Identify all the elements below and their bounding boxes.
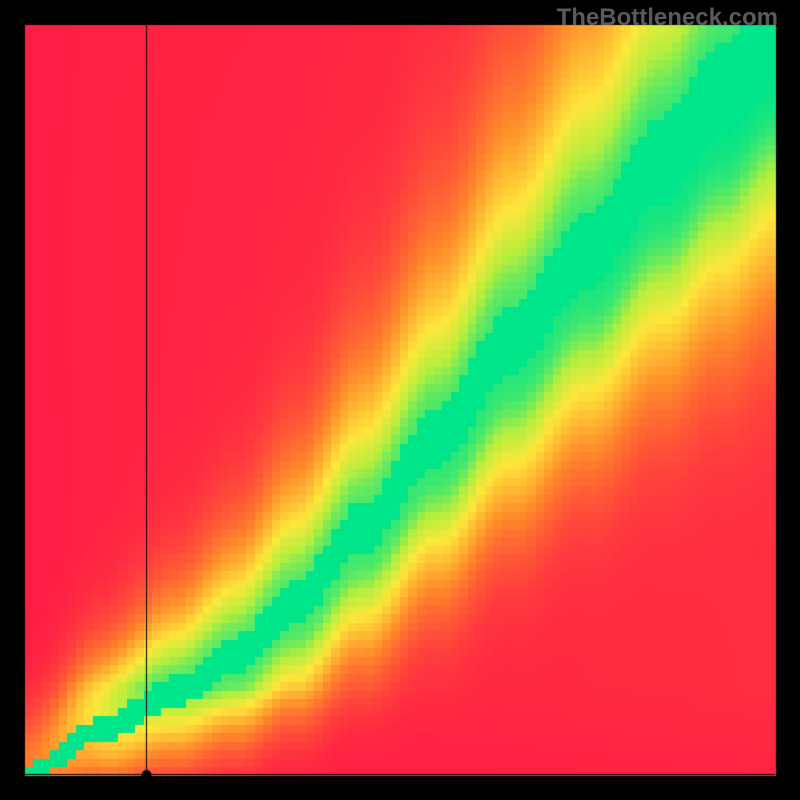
bottleneck-heatmap — [0, 0, 800, 800]
watermark-text: TheBottleneck.com — [557, 4, 778, 32]
